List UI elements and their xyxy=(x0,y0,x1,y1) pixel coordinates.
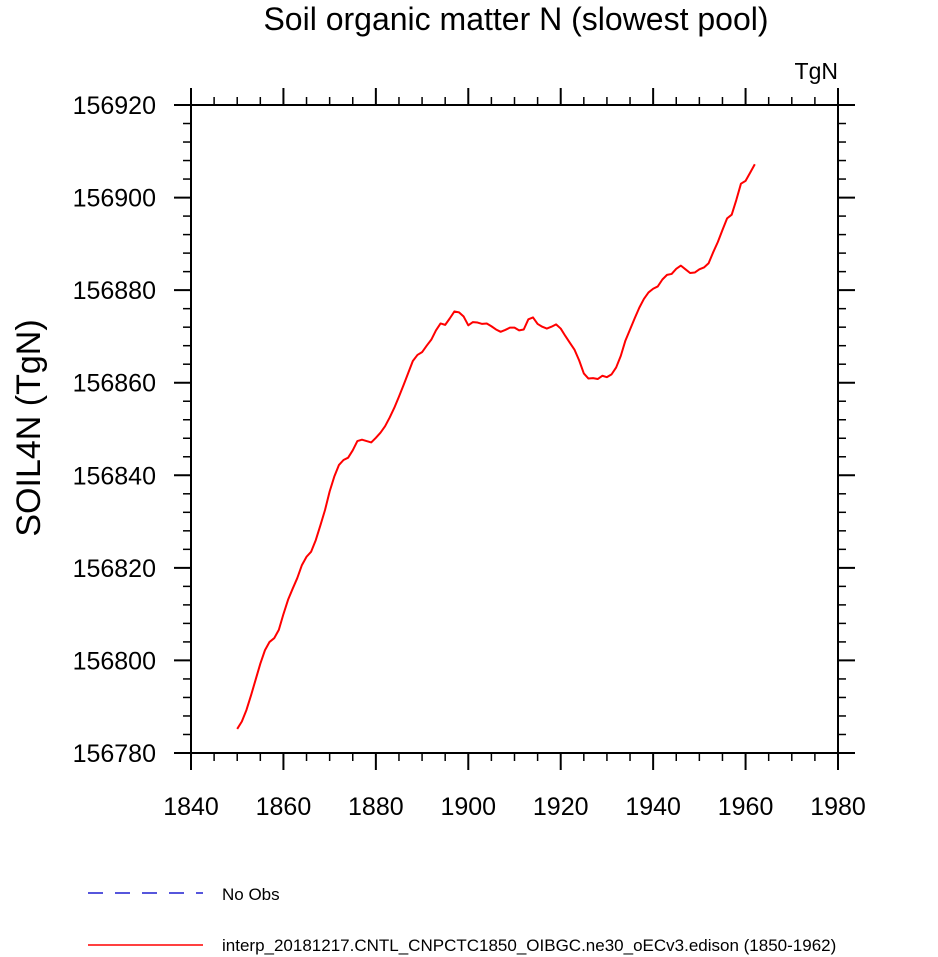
series-line-1 xyxy=(236,163,756,730)
legend: No Obs interp_20181217.CNTL_CNPCTC1850_O… xyxy=(88,885,836,955)
major-ticks xyxy=(174,88,855,770)
units-label: TgN xyxy=(795,58,838,84)
x-tick-label: 1880 xyxy=(348,793,404,821)
y-tick-label: 156920 xyxy=(73,92,156,120)
y-tick-label: 156900 xyxy=(73,185,156,213)
x-tick-label: 1920 xyxy=(533,793,589,821)
y-tick-label: 156860 xyxy=(73,370,156,398)
y-tick-label: 156820 xyxy=(73,555,156,583)
x-tick-label: 1980 xyxy=(810,793,866,821)
y-tick-label: 156780 xyxy=(73,740,156,768)
x-tick-label: 1840 xyxy=(163,793,219,821)
x-tick-label: 1940 xyxy=(625,793,681,821)
plot-frame xyxy=(190,104,839,754)
x-tick-label: 1860 xyxy=(256,793,312,821)
legend-label-no-obs: No Obs xyxy=(222,885,280,904)
y-tick-label: 156800 xyxy=(73,647,156,675)
chart-title: Soil organic matter N (slowest pool) xyxy=(263,1,768,37)
legend-label-model: interp_20181217.CNTL_CNPCTC1850_OIBGC.ne… xyxy=(222,936,836,955)
tick-labels: 1840 1860 1880 1900 1920 1940 1960 1980 156780 15… xyxy=(73,92,866,821)
series-layer xyxy=(236,163,756,730)
x-tick-label: 1960 xyxy=(718,793,774,821)
x-tick-label: 1900 xyxy=(440,793,496,821)
y-tick-label: 156840 xyxy=(73,462,156,490)
minor-ticks xyxy=(183,97,846,761)
y-axis-label: SOIL4N (TgN) xyxy=(10,319,48,536)
y-tick-label: 156880 xyxy=(73,277,156,305)
